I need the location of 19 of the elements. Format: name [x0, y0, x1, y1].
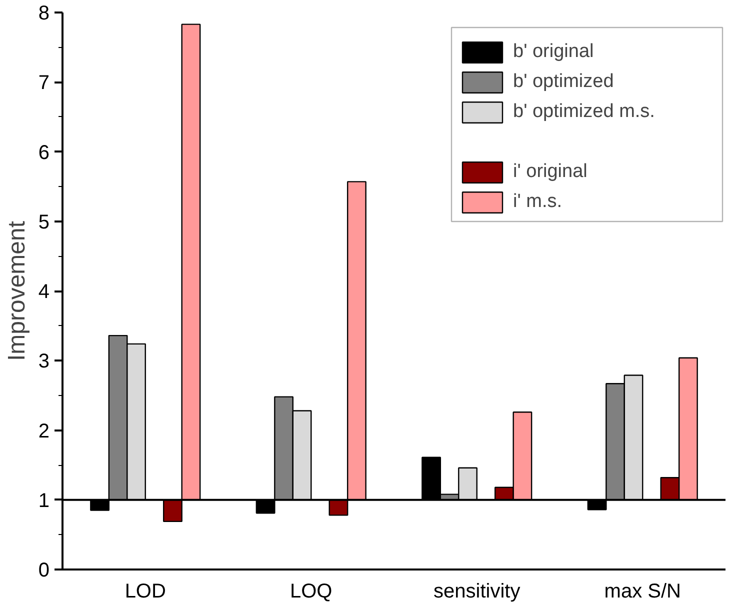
y-tick-label: 8 [38, 2, 50, 24]
y-tick-label: 7 [38, 72, 50, 94]
legend-label: i' original [513, 161, 588, 183]
y-tick-label: 4 [38, 281, 50, 303]
y-tick-label: 2 [38, 420, 50, 442]
y-axis-title: Improvement [3, 220, 30, 362]
legend-label: b' optimized m.s. [513, 101, 655, 123]
y-tick-label: 5 [38, 211, 50, 234]
legend-label: b' optimized [513, 71, 614, 93]
y-tick-label: 1 [38, 490, 50, 512]
x-tick-label: max S/N [604, 580, 681, 602]
x-tick-label: LOD [124, 580, 166, 602]
legend-label: b' original [513, 41, 594, 63]
x-tick-label: sensitivity [434, 580, 520, 602]
y-tick-label: 6 [38, 142, 50, 164]
y-tick-label: 0 [38, 560, 50, 582]
y-tick-label: 3 [38, 350, 50, 373]
x-tick-label: LOQ [290, 580, 332, 602]
legend-label: i' m.s. [513, 191, 562, 213]
